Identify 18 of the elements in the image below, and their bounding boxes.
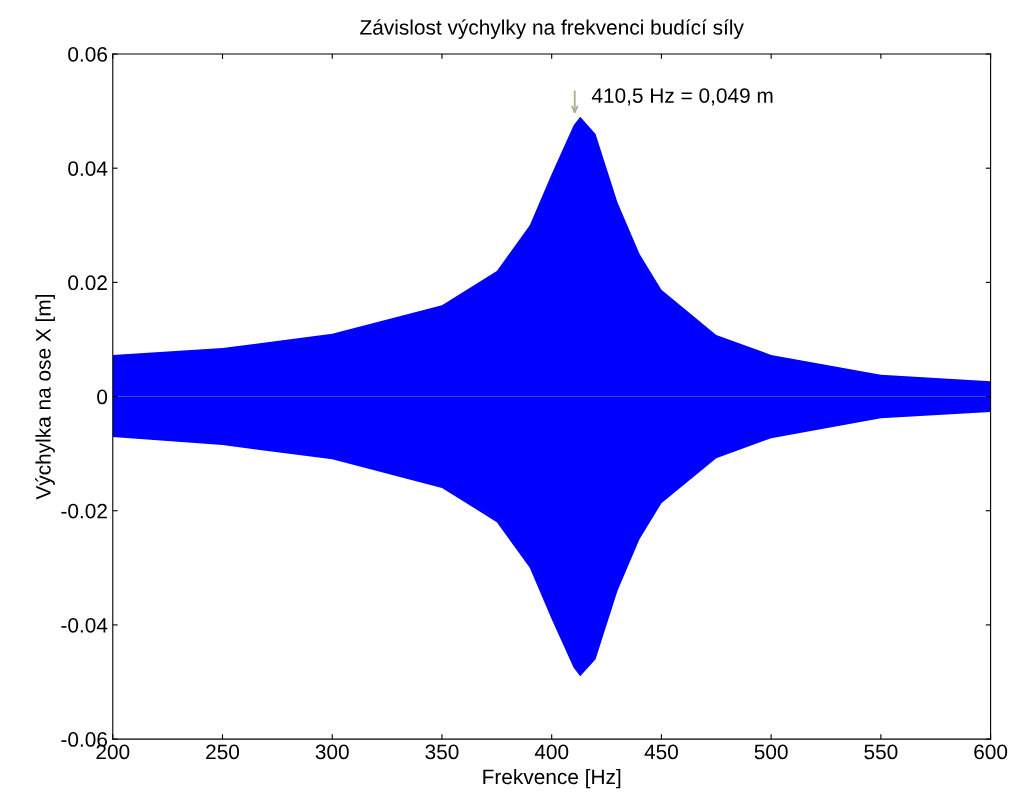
x-tick-label: 350 (425, 744, 459, 760)
x-tick-label: 300 (315, 744, 349, 760)
y-axis-title: Výchylka na ose X [m] (35, 294, 55, 500)
y-tick-label: 0.02 (68, 275, 107, 291)
x-tick-label: 250 (206, 744, 240, 760)
x-tick-label: 500 (754, 744, 788, 760)
x-tick-label: 600 (974, 744, 1008, 760)
y-tick-label: 0.04 (68, 161, 108, 176)
y-tick-label: -0.02 (61, 503, 107, 519)
x-tick-label: 450 (644, 744, 678, 760)
x-tick-label: 400 (534, 744, 569, 760)
x-tick-label: 550 (864, 744, 898, 760)
x-axis-title: Frekvence [Hz] (483, 768, 621, 789)
chart-title: Závislost výchylky na frekvenci budící síly (360, 19, 744, 39)
y-tick-label: 0 (97, 389, 108, 405)
annotation: 410,5 Hz = 0,049 m (591, 88, 773, 106)
y-tick-label: -0.04 (61, 617, 108, 633)
y-tick-label: 0.06 (68, 47, 107, 62)
